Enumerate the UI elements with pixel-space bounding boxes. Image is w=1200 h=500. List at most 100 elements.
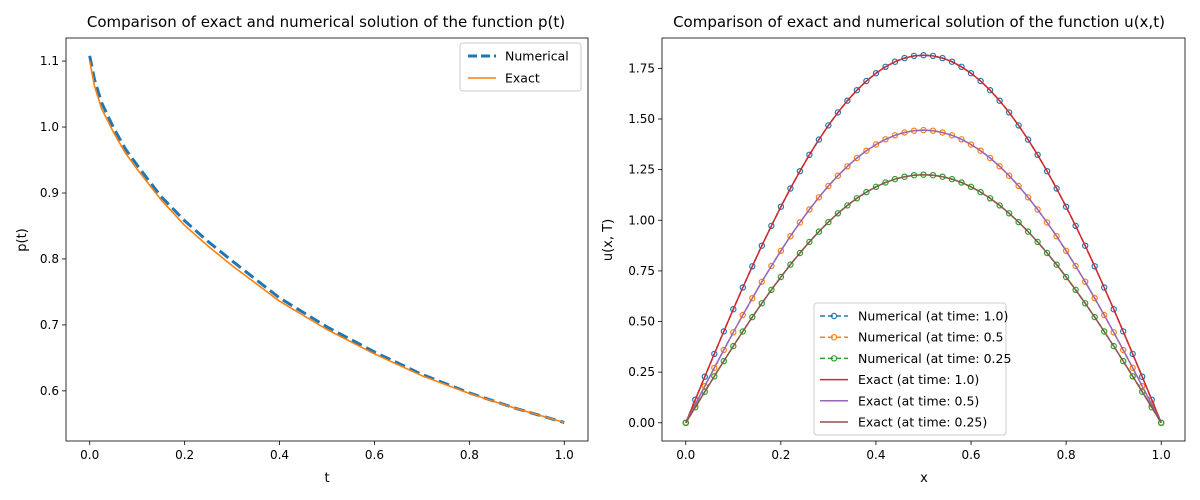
numerical-point bbox=[711, 350, 718, 358]
numerical-point bbox=[1053, 261, 1060, 268]
numerical-point bbox=[863, 147, 870, 154]
y-tick-label: 1.75 bbox=[628, 61, 655, 75]
numerical-point bbox=[1024, 194, 1032, 201]
numerical-point bbox=[796, 167, 804, 175]
legend-box bbox=[813, 302, 1007, 436]
plot-frame bbox=[65, 37, 589, 442]
legend-marker bbox=[830, 334, 838, 341]
numerical-point bbox=[1015, 218, 1022, 226]
numerical-point bbox=[1072, 262, 1079, 270]
numerical-point bbox=[853, 86, 861, 94]
numerical-point bbox=[863, 77, 870, 85]
x-tick-label: 0.8 bbox=[460, 448, 479, 462]
numerical-point bbox=[872, 141, 880, 148]
legend-label: Numerical (at time: 1.0) bbox=[858, 309, 1008, 324]
legend-marker bbox=[830, 355, 838, 362]
numerical-point bbox=[711, 373, 718, 380]
y-tick-label: 0.7 bbox=[40, 318, 59, 332]
numerical-point bbox=[996, 163, 1003, 170]
numerical-point bbox=[1119, 328, 1127, 335]
series-layer bbox=[682, 52, 1165, 426]
numerical-point bbox=[1005, 109, 1013, 116]
x-tick-label: 1.0 bbox=[555, 448, 574, 462]
legend-entries: Numerical Exact bbox=[468, 49, 569, 86]
series-layer bbox=[88, 55, 565, 424]
numerical-point bbox=[986, 195, 994, 202]
numerical-point bbox=[739, 311, 747, 319]
legend-marker bbox=[830, 312, 838, 320]
exact-series-line bbox=[685, 173, 1162, 424]
numerical-point bbox=[1062, 273, 1070, 281]
legend: Numerical Exact bbox=[459, 42, 582, 92]
numerical-point bbox=[1110, 329, 1117, 336]
legend-label: Exact (at time: 0.25) bbox=[858, 415, 987, 430]
numerical-point bbox=[1062, 203, 1070, 210]
numerical-point bbox=[1091, 313, 1098, 321]
chart-title: Comparison of exact and numerical soluti… bbox=[87, 13, 565, 31]
numerical-point bbox=[844, 202, 851, 209]
numerical-point bbox=[796, 249, 804, 257]
numerical-point bbox=[787, 232, 794, 240]
x-axis-label: t bbox=[324, 471, 329, 486]
numerical-point bbox=[1129, 373, 1136, 380]
numerical-point bbox=[1043, 249, 1051, 257]
y-axis-ticks: 0.00 0.25 0.50 0.75 1.00 1.25 1.50 1.75 bbox=[628, 61, 662, 430]
numerical-point bbox=[1100, 328, 1108, 335]
x-tick-label: 0.2 bbox=[771, 448, 790, 462]
numerical-point bbox=[787, 261, 794, 268]
numerical-point bbox=[1053, 232, 1060, 240]
x-axis-ticks: 0.0 0.2 0.4 0.6 0.8 1.0 bbox=[80, 441, 574, 462]
numerical-point bbox=[1043, 219, 1051, 226]
numerical-point bbox=[796, 219, 804, 226]
y-tick-label: 1.50 bbox=[628, 112, 655, 126]
numerical-point bbox=[958, 179, 965, 186]
numerical-point bbox=[730, 329, 737, 336]
x-tick-label: 0.4 bbox=[270, 448, 289, 462]
x-tick-label: 0.6 bbox=[961, 448, 980, 462]
y-tick-label: 0.6 bbox=[40, 384, 59, 398]
x-axis-label: x bbox=[920, 471, 928, 486]
legend-label: Numerical (at time: 0.5 bbox=[858, 330, 1003, 345]
numerical-point bbox=[844, 163, 851, 170]
numerical-point bbox=[1129, 350, 1136, 358]
numerical-point bbox=[1034, 151, 1041, 158]
numerical-point bbox=[749, 313, 756, 321]
legend-label: Exact (at time: 1.0) bbox=[858, 372, 979, 387]
numerical-point bbox=[711, 364, 718, 372]
numerical-point bbox=[834, 172, 842, 179]
numerical-point bbox=[777, 203, 785, 210]
series-line-exact bbox=[88, 60, 565, 424]
numerical-point bbox=[891, 58, 899, 65]
y-tick-label: 0.8 bbox=[40, 252, 59, 266]
y-axis-label: u(x, T) bbox=[601, 219, 616, 261]
numerical-point bbox=[986, 154, 994, 162]
numerical-point bbox=[739, 284, 747, 291]
numerical-point bbox=[777, 247, 785, 254]
y-tick-label: 1.00 bbox=[628, 213, 655, 227]
numerical-point bbox=[977, 77, 984, 85]
numerical-point bbox=[834, 210, 842, 217]
numerical-point bbox=[739, 328, 747, 335]
numerical-point bbox=[749, 295, 756, 302]
legend-entries: Numerical (at time: 1.0) Numerical (at ti… bbox=[820, 309, 1011, 430]
numerical-point bbox=[768, 222, 775, 229]
p-of-t-chart: Comparison of exact and numerical soluti… bbox=[15, 13, 589, 486]
y-tick-label: 0.9 bbox=[40, 186, 59, 200]
series-line-numerical bbox=[88, 55, 565, 424]
numerical-point bbox=[1024, 228, 1032, 235]
numerical-point bbox=[844, 97, 851, 104]
numerical-point bbox=[806, 238, 813, 246]
numerical-point bbox=[1138, 373, 1146, 380]
numerical-point bbox=[986, 86, 994, 94]
numerical-point bbox=[1034, 206, 1041, 213]
numerical-point bbox=[834, 109, 842, 116]
numerical-point bbox=[730, 306, 737, 313]
x-tick-label: 0.8 bbox=[1057, 448, 1076, 462]
numerical-point bbox=[758, 278, 766, 285]
numerical-point bbox=[1043, 167, 1051, 175]
numerical-point bbox=[749, 263, 756, 270]
numerical-point bbox=[825, 218, 832, 226]
numerical-point bbox=[977, 188, 984, 196]
